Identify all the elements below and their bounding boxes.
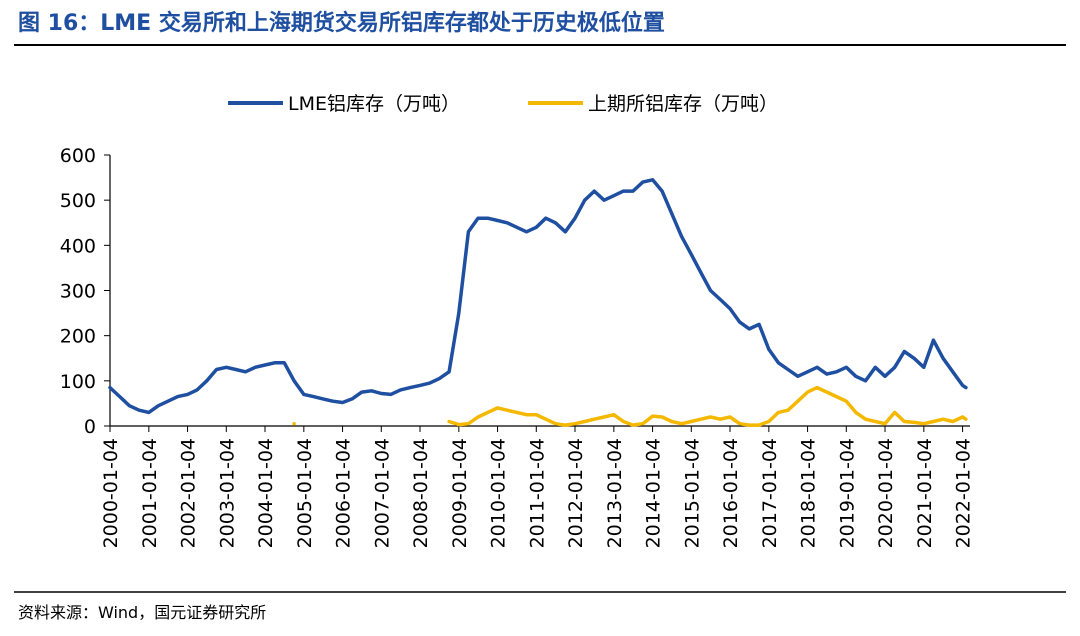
y-tick-label: 100	[60, 371, 96, 393]
x-tick-label: 2022-01-04	[953, 438, 975, 548]
x-tick-label: 2002-01-04	[178, 438, 200, 548]
x-tick-label: 2007-01-04	[371, 438, 393, 548]
x-tick-label: 2004-01-04	[255, 438, 277, 548]
x-tick-label: 2019-01-04	[836, 438, 858, 548]
x-tick-label: 2009-01-04	[449, 438, 471, 548]
x-tick-label: 2018-01-04	[798, 438, 820, 548]
source: 资料来源：Wind，国元证券研究所	[18, 603, 266, 622]
x-tick-label: 2005-01-04	[294, 438, 316, 548]
x-tick-label: 2010-01-04	[488, 438, 510, 548]
x-tick-label: 2000-01-04	[100, 438, 122, 548]
x-tick-label: 2012-01-04	[565, 438, 587, 548]
y-tick-label: 500	[60, 190, 96, 212]
x-tick-label: 2014-01-04	[643, 438, 665, 548]
x-tick-label: 2016-01-04	[720, 438, 742, 548]
series-line	[108, 178, 968, 415]
x-tick-label: 2008-01-04	[410, 438, 432, 548]
y-tick-label: 600	[60, 145, 96, 167]
x-tick-label: 2017-01-04	[759, 438, 781, 548]
x-tick-label: 2015-01-04	[681, 438, 703, 548]
y-tick-label: 300	[60, 281, 96, 303]
x-tick-label: 2001-01-04	[139, 438, 161, 548]
x-tick-label: 2020-01-04	[875, 438, 897, 548]
x-tick-label: 2003-01-04	[216, 438, 238, 548]
series-line	[292, 385, 968, 427]
x-tick-label: 2021-01-04	[914, 438, 936, 548]
chart-title: 图 16：LME 交易所和上海期货交易所铝库存都处于历史极低位置	[18, 10, 665, 36]
legend-label: LME铝库存（万吨）	[288, 93, 460, 115]
y-tick-label: 200	[60, 326, 96, 348]
y-tick-label: 0	[84, 416, 96, 438]
x-tick-label: 2013-01-04	[604, 438, 626, 548]
y-tick-label: 400	[60, 235, 96, 257]
x-tick-label: 2006-01-04	[333, 438, 355, 548]
legend-label: 上期所铝库存（万吨）	[588, 93, 778, 115]
x-tick-label: 2011-01-04	[526, 438, 548, 548]
